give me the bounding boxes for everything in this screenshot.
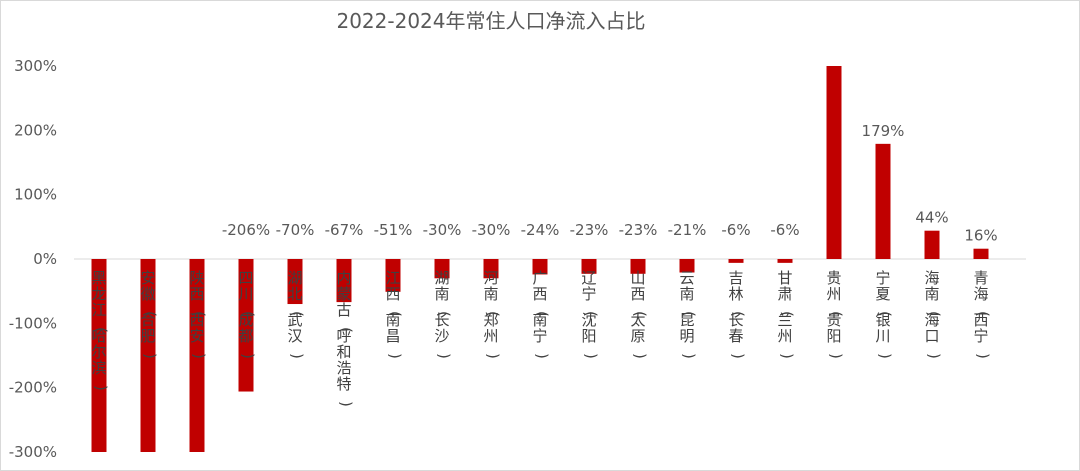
category-label: 陕西(西安) (189, 269, 208, 359)
data-label: -30% (423, 221, 462, 239)
category-label: 吉林(长春) (728, 269, 747, 359)
data-label: -6% (770, 221, 799, 239)
data-label: -67% (325, 221, 364, 239)
bar (91, 259, 107, 452)
bar (777, 259, 793, 263)
bar (287, 259, 303, 305)
data-label: 16% (964, 227, 997, 245)
data-label: -23% (570, 221, 609, 239)
data-label: 44% (915, 209, 948, 227)
category-label: 甘肃(兰州) (777, 269, 796, 359)
chart-title: 2022-2024年常住人口净流入占比 (336, 9, 645, 33)
category-label: 云南(昆明) (679, 269, 698, 359)
bar (679, 259, 695, 273)
category-label: 安徽(合肥) (140, 269, 159, 359)
y-tick-label: 0% (33, 250, 57, 268)
y-axis: 300% 200% 100% 0% -100% -200% -300% (9, 57, 57, 461)
bar (630, 259, 646, 274)
bar (973, 248, 989, 259)
y-tick-label: 300% (14, 57, 57, 75)
category-label: 青海(西宁) (973, 269, 992, 359)
data-label: -24% (521, 221, 560, 239)
data-labels: -206% -70% -67% -51% -30% -30% -24% -23% -23% -21… (222, 122, 998, 245)
category-label: 海南(海口) (924, 269, 943, 359)
category-label: 黑龙江(哈尔滨) (91, 269, 110, 391)
data-label: -206% (222, 221, 270, 239)
category-label: 辽宁(沈阳) (581, 269, 600, 359)
bar (924, 230, 940, 259)
category-label: 广西(南宁) (532, 269, 551, 359)
data-label: -21% (668, 221, 707, 239)
bar (189, 259, 205, 452)
data-label: 179% (862, 122, 905, 140)
category-label: 江西(南昌) (385, 269, 404, 359)
bar (532, 259, 548, 275)
category-label: 山西(太原) (630, 269, 649, 359)
bar (581, 259, 597, 274)
bar (483, 259, 499, 279)
category-label: 贵州(贵阳) (826, 269, 845, 359)
y-tick-label: 200% (14, 121, 57, 139)
category-label: 内蒙古(呼和浩特) (336, 269, 355, 407)
bar (434, 259, 450, 279)
data-label: -70% (276, 221, 315, 239)
bar (238, 259, 254, 392)
category-labels: 黑龙江(哈尔滨) 安徽(合肥) 陕西(西安) 四川(成都) 湖北(武汉) 内蒙古(呼和浩特… (91, 269, 992, 407)
data-label: -30% (472, 221, 511, 239)
bar (875, 143, 891, 259)
bar (140, 259, 156, 452)
data-label: -6% (721, 221, 750, 239)
bar (826, 66, 842, 259)
y-tick-label: -300% (9, 443, 57, 461)
data-label: -23% (619, 221, 658, 239)
category-label: 河南(郑州) (483, 269, 502, 359)
category-label: 宁夏(银川) (875, 269, 894, 359)
y-tick-label: -200% (9, 379, 57, 397)
data-label: -51% (374, 221, 413, 239)
y-tick-label: -100% (9, 314, 57, 332)
category-label: 四川(成都) (238, 269, 257, 359)
bar (336, 259, 352, 303)
bar (728, 259, 744, 263)
y-tick-label: 100% (14, 186, 57, 204)
bar-series (91, 66, 989, 452)
category-label: 湖南(长沙) (434, 269, 453, 359)
bar (385, 259, 401, 292)
category-label: 湖北(武汉) (287, 269, 306, 359)
